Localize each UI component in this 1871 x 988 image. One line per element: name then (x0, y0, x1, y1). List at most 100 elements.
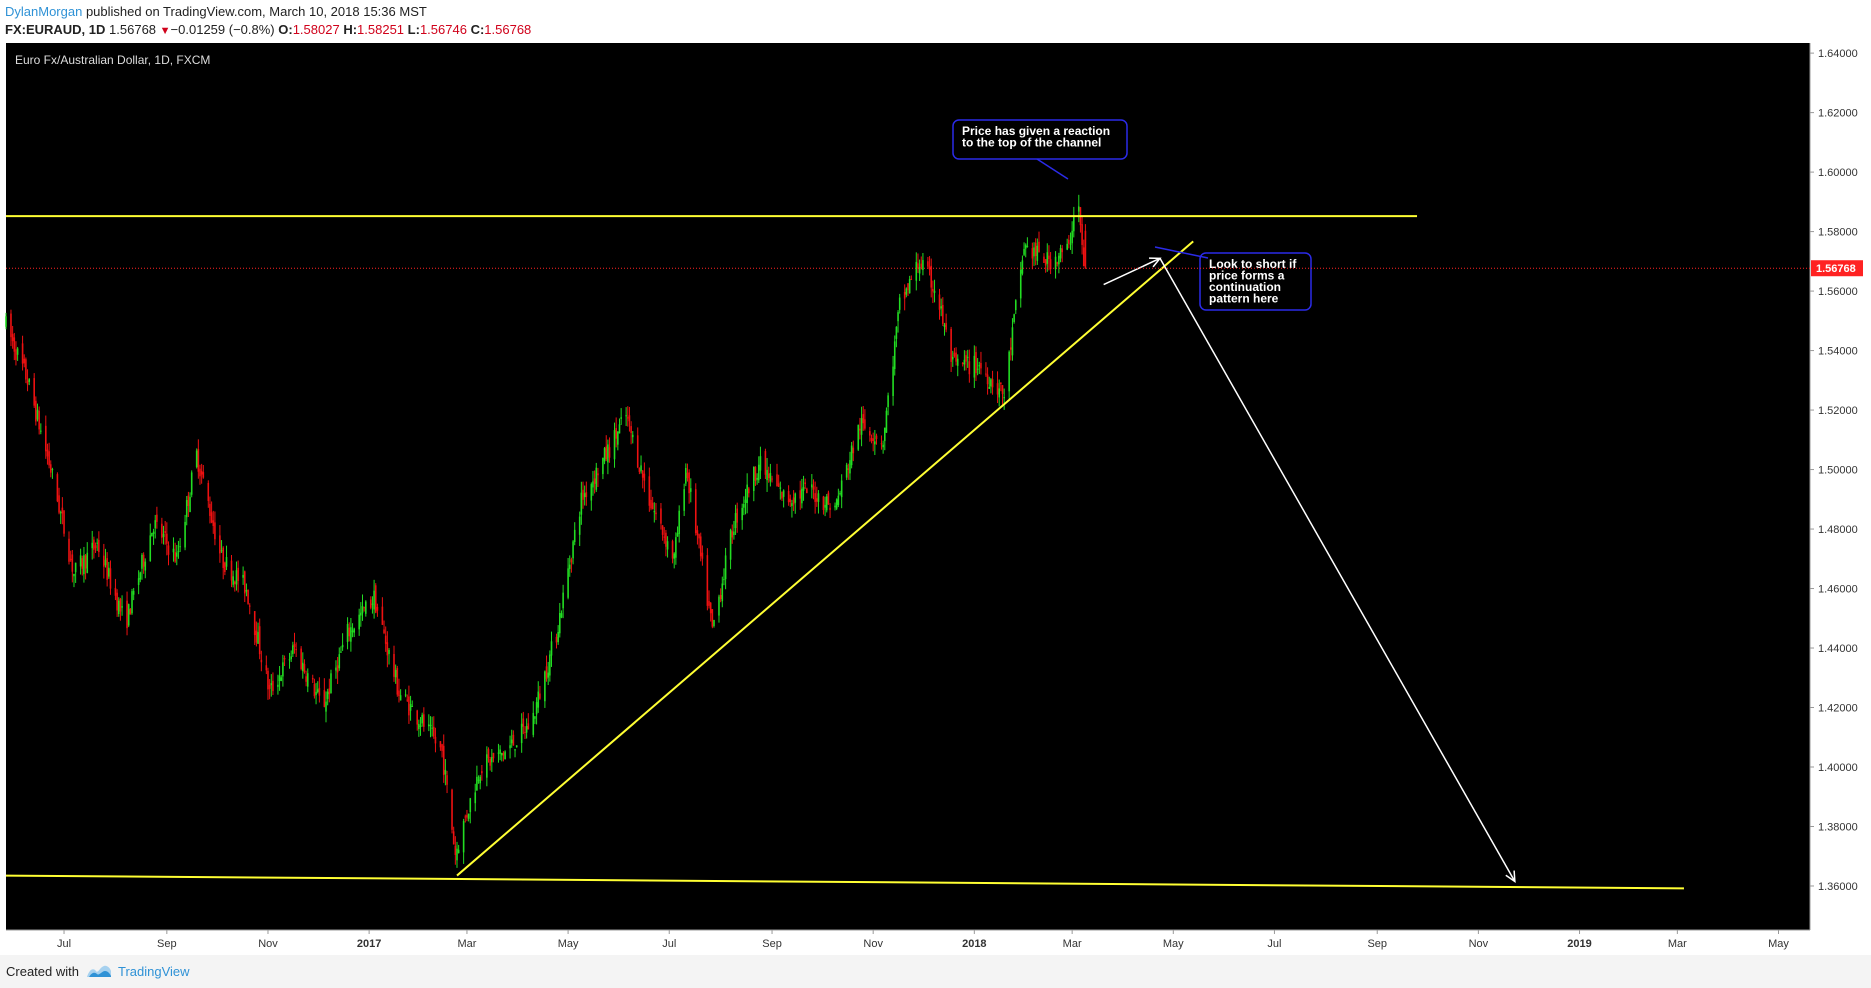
candle-body (313, 683, 316, 697)
candle-body (91, 542, 94, 549)
x-tick-label: Mar (1063, 938, 1082, 950)
last-price-tag (1811, 260, 1863, 277)
candle-body (545, 666, 548, 679)
candle-body (782, 490, 785, 497)
candle-body (816, 498, 818, 502)
x-tick-label: Mar (457, 938, 476, 950)
candle-body (212, 520, 215, 527)
price-chart[interactable]: Euro Fx/Australian Dollar, 1D, FXCM Pric… (0, 43, 1871, 955)
candle-body (444, 769, 447, 775)
candle-body (811, 484, 813, 488)
annotation-text: pattern here (1209, 292, 1279, 306)
candle-body (694, 489, 697, 534)
x-tick-label: 2019 (1567, 938, 1591, 950)
candle-body (940, 306, 942, 309)
candle-body (464, 816, 467, 818)
candle-body (96, 542, 98, 544)
candle-body (428, 724, 430, 727)
x-tick-label: Jul (57, 938, 71, 950)
candle-body (729, 529, 732, 560)
candle-body (943, 324, 946, 327)
y-tick-label: 1.64000 (1818, 48, 1858, 60)
tradingview-logo-icon[interactable] (86, 962, 112, 980)
candle-body (593, 478, 596, 484)
change-arrow-icon: ▼ (159, 25, 171, 37)
candle-body (776, 474, 778, 487)
candle-body (175, 552, 178, 557)
candle-body (812, 486, 815, 490)
candle-body (769, 472, 772, 482)
candle-body (980, 362, 982, 369)
candle-body (847, 468, 850, 470)
y-tick-label: 1.60000 (1818, 167, 1858, 179)
candle-body (318, 687, 321, 696)
candle-body (328, 688, 331, 695)
candle-body (527, 723, 530, 730)
candle-body (242, 574, 244, 578)
candle-body (409, 703, 412, 711)
y-tick-label: 1.44000 (1818, 643, 1858, 655)
candle-body (592, 481, 594, 488)
candle-body (69, 558, 72, 560)
candle-body (365, 601, 367, 614)
candle-body (723, 579, 725, 581)
candle-body (512, 734, 515, 746)
y-tick-label: 1.62000 (1818, 108, 1858, 120)
candle-body (570, 559, 573, 563)
candle-body (245, 589, 248, 592)
candle-body (880, 443, 883, 445)
candle-body (119, 598, 122, 612)
high-label: H: (343, 22, 358, 37)
candle-body (467, 813, 470, 819)
candle-body (509, 745, 511, 749)
candle-body (522, 718, 525, 727)
footer: Created with TradingView (0, 955, 1871, 988)
candle-body (383, 629, 385, 634)
candle-body (859, 428, 861, 431)
candle-body (966, 356, 969, 358)
candle-body (953, 352, 956, 357)
candle-body (61, 507, 64, 514)
candle-body (568, 564, 571, 569)
candle-body (257, 632, 259, 644)
change-value: −0.01259 (−0.8%) (170, 22, 275, 37)
candle-body (636, 435, 639, 468)
candle-body (549, 654, 551, 676)
candle-body (835, 499, 838, 509)
candle-body (277, 684, 279, 687)
candle-body (121, 606, 123, 608)
y-tick-label: 1.48000 (1818, 524, 1858, 536)
candle-body (174, 552, 176, 562)
candle-body (701, 552, 704, 559)
candle-body (799, 490, 802, 499)
chart-title: Euro Fx/Australian Dollar, 1D, FXCM (15, 53, 210, 67)
candle-body (801, 488, 803, 504)
candle-body (660, 508, 662, 524)
candle-body (73, 573, 75, 577)
annotation-text: continuation (1209, 280, 1281, 294)
candle-body (341, 644, 344, 648)
candle-body (10, 313, 12, 338)
candle-body (439, 741, 442, 748)
candle-body (278, 675, 281, 682)
low-label: L: (407, 22, 420, 37)
candle-body (1013, 314, 1015, 322)
candle-body (441, 744, 443, 751)
tradingview-brand-link[interactable]: TradingView (118, 964, 190, 979)
author-link[interactable]: DylanMorgan (5, 4, 83, 19)
candle-body (991, 379, 994, 388)
candle-body (1048, 255, 1050, 260)
candle-body (200, 470, 203, 475)
x-tick-label: May (1768, 938, 1789, 950)
candle-body (326, 691, 329, 699)
candle-body (393, 653, 395, 677)
candle-body (71, 554, 74, 572)
candle-body (743, 504, 745, 508)
candle-body (434, 736, 437, 744)
y-tick-label: 1.54000 (1818, 346, 1858, 358)
x-tick-label: Nov (258, 938, 278, 950)
candle-body (918, 267, 921, 274)
candle-body (260, 659, 263, 663)
candle-body (28, 378, 31, 382)
candle-body (255, 630, 258, 643)
